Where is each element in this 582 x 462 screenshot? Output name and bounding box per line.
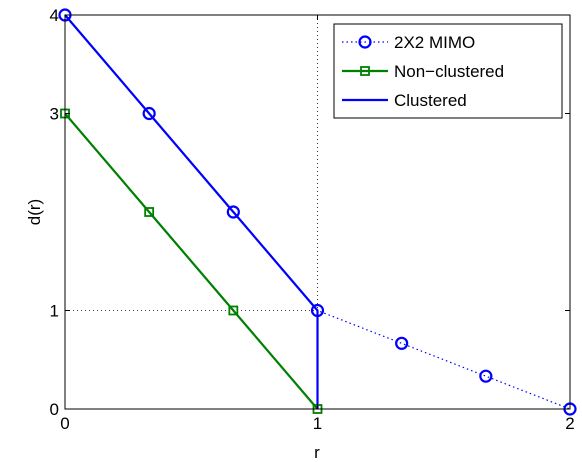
x-tick-label: 2 <box>565 414 574 433</box>
x-tick-label: 1 <box>313 414 322 433</box>
data-point-2x2-mimo <box>395 336 409 350</box>
series-lines <box>64 14 571 410</box>
legend: 2X2 MIMO Non−clustered Clustered <box>333 23 563 119</box>
legend-label-clustered: Clustered <box>394 91 467 110</box>
y-tick-label: 3 <box>50 105 59 124</box>
tick-labels: 0 1 2 0 1 3 4 <box>50 6 575 433</box>
y-tick-label: 4 <box>50 6 59 25</box>
data-point-2x2-mimo <box>226 205 240 219</box>
series-line-non-clustered <box>64 112 319 410</box>
x-axis-label: r <box>314 443 320 462</box>
legend-marker-2x2-mimo <box>358 35 372 49</box>
x-tick-label: 0 <box>60 414 69 433</box>
y-axis-label: d(r) <box>25 199 44 225</box>
legend-label-non-clustered: Non−clustered <box>394 62 504 81</box>
y-tick-label: 1 <box>50 302 59 321</box>
data-point-non-clustered <box>228 305 239 316</box>
data-point-non-clustered <box>144 207 155 217</box>
data-point-2x2-mimo <box>479 369 493 383</box>
legend-marker-non-clustered <box>360 66 370 76</box>
series-line-clustered <box>64 14 319 409</box>
axis-ticks <box>64 14 571 410</box>
legend-label-2x2-mimo: 2X2 MIMO <box>394 33 475 52</box>
y-tick-label: 0 <box>50 400 59 419</box>
data-point-2x2-mimo <box>142 106 156 121</box>
data-point-2x2-mimo <box>310 303 325 318</box>
